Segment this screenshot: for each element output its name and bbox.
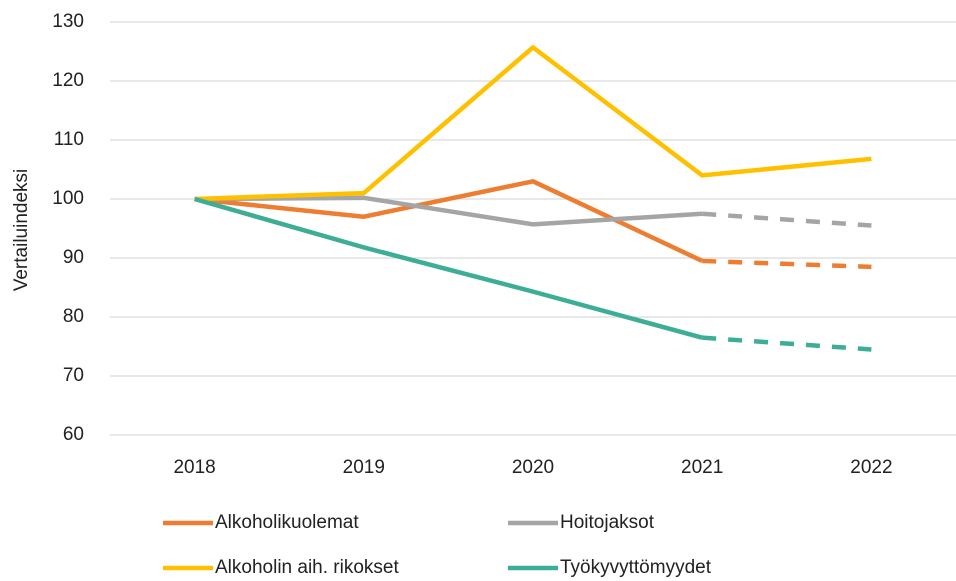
y-tick-label: 60 — [63, 424, 84, 445]
line — [193, 196, 703, 340]
y-tick-label: 70 — [63, 365, 84, 386]
line — [194, 195, 703, 227]
y-tick-label: 80 — [63, 306, 84, 327]
line — [194, 45, 872, 202]
dashed-line — [702, 258, 872, 270]
x-tick-label: 2020 — [512, 457, 554, 478]
legend-label: Työkyvyttömyydet — [560, 557, 712, 578]
y-tick-label: 110 — [54, 129, 84, 150]
x-tick-label: 2021 — [681, 457, 723, 478]
y-axis-label: Vertailuindeksi — [11, 169, 32, 292]
y-tick-label: 100 — [52, 188, 84, 209]
x-tick-label: 2022 — [850, 457, 892, 478]
x-tick-label: 2019 — [343, 457, 385, 478]
y-tick-label: 130 — [52, 11, 84, 32]
legend-label: Hoitojaksot — [560, 512, 655, 533]
legend-label: Alkoholin aih. rikokset — [215, 557, 399, 578]
y-tick-label: 90 — [63, 247, 84, 268]
y-tick-label: 120 — [52, 70, 84, 91]
legend-label: Alkoholikuolemat — [215, 512, 359, 533]
x-tick-label: 2018 — [173, 457, 215, 478]
dashed-line — [702, 211, 872, 228]
dashed-line — [702, 335, 872, 352]
